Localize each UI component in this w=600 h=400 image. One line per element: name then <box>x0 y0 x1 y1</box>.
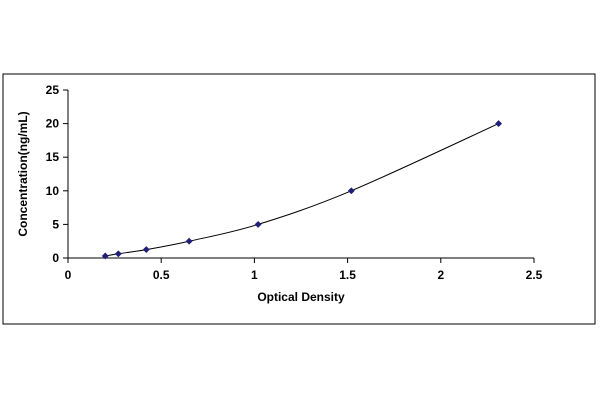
x-axis-ticks: 0 0.5 1 1.5 2 2.5 <box>65 258 543 282</box>
data-point <box>142 246 150 254</box>
y-tick-label: 25 <box>46 83 60 97</box>
x-tick-label: 2.5 <box>526 268 543 282</box>
data-point <box>101 252 109 260</box>
y-tick-label: 0 <box>52 251 59 265</box>
fit-curve <box>105 123 499 257</box>
x-tick-label: 1 <box>251 268 258 282</box>
x-tick-label: 2 <box>437 268 444 282</box>
data-points <box>101 120 503 260</box>
y-axis-ticks: 0 5 10 15 20 25 <box>46 83 68 265</box>
axes <box>67 90 534 259</box>
data-point <box>185 237 193 245</box>
x-tick-label: 0.5 <box>153 268 170 282</box>
x-axis-title: Optical Density <box>257 290 345 304</box>
y-tick-label: 5 <box>52 217 59 231</box>
y-tick-label: 10 <box>46 184 60 198</box>
y-tick-label: 20 <box>46 117 60 131</box>
chart-frame <box>2 73 596 325</box>
x-tick-label: 1.5 <box>339 268 356 282</box>
data-point <box>347 187 355 195</box>
data-point <box>114 250 122 258</box>
x-tick-label: 0 <box>65 268 72 282</box>
data-point <box>254 220 262 228</box>
y-axis-title: Concentration(ng/mL) <box>16 111 30 236</box>
y-tick-label: 15 <box>46 150 60 164</box>
data-point <box>495 120 503 128</box>
